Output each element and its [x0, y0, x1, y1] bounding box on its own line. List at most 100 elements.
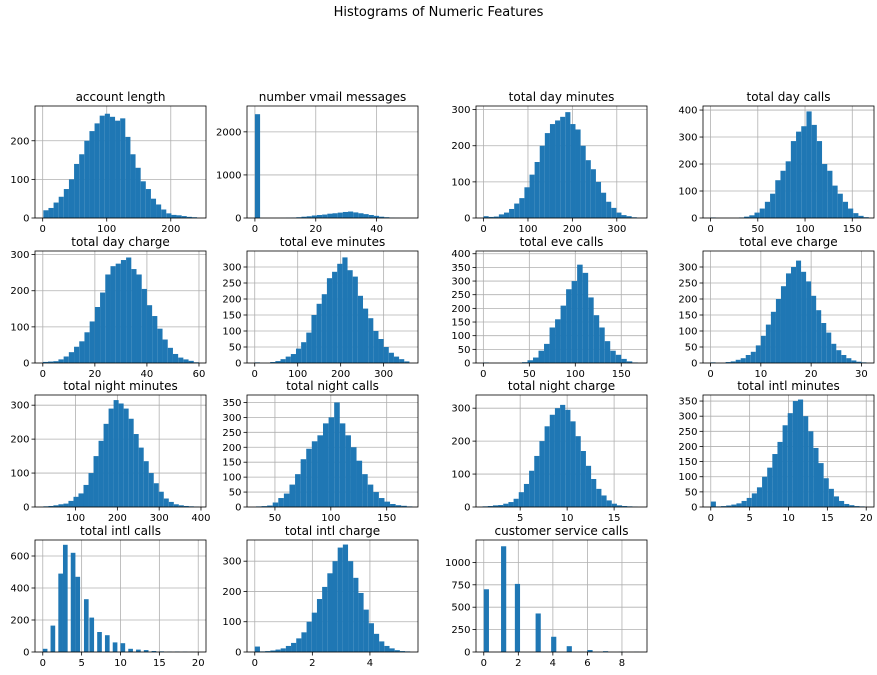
histogram-bar — [97, 632, 102, 652]
histogram-bar — [606, 500, 612, 507]
y-tick-label: 350 — [451, 263, 470, 274]
histogram-bar — [782, 425, 788, 507]
subplot-title: number vmail messages — [259, 90, 406, 104]
histogram-bar — [796, 260, 802, 363]
histogram-bar — [337, 547, 343, 652]
histogram-bar — [844, 503, 850, 507]
x-tick-label: 10 — [782, 513, 795, 524]
histogram-customer-service-calls: 0 2 4 6 8 0 250 500 750 1000 customer service call… — [445, 524, 648, 669]
x-tick-label: 8 — [619, 658, 625, 669]
histogram-bar — [555, 120, 561, 218]
x-tick-label: 5 — [746, 513, 752, 524]
histogram-bar — [63, 189, 69, 218]
x-tick-label: 10 — [754, 369, 767, 380]
histogram-bar — [851, 360, 857, 363]
histogram-bar — [551, 636, 557, 652]
histogram-bar — [529, 470, 535, 507]
y-tick-label: 250 — [451, 625, 470, 636]
histogram-bar — [118, 403, 124, 507]
y-tick-label: 250 — [678, 279, 697, 290]
histogram-bar — [399, 359, 405, 363]
histogram-bar — [493, 216, 499, 218]
histogram-bar — [327, 573, 333, 652]
histogram-bar — [334, 402, 340, 507]
histogram-total-night-charge: 5 10 15 0 100 200 300 total night charge — [451, 379, 648, 524]
histogram-bar — [362, 474, 368, 507]
y-tick-label: 200 — [678, 295, 697, 306]
axes-frame — [34, 105, 207, 219]
histogram-bar — [48, 505, 54, 507]
y-tick-label: 0 — [691, 503, 697, 514]
histogram-bar — [163, 498, 169, 507]
histogram-bar — [756, 487, 763, 507]
histogram-bar — [265, 651, 271, 652]
histogram-bar — [570, 124, 576, 218]
histogram-bar — [68, 352, 75, 363]
histogram-bar — [332, 213, 338, 218]
histogram-bar — [389, 648, 395, 652]
histogram-bar — [390, 504, 396, 507]
histogram-bar — [270, 362, 276, 363]
histogram-bar — [601, 192, 607, 218]
y-tick-label: 100 — [222, 327, 241, 338]
x-tick-label: 200 — [331, 369, 350, 380]
histogram-bar — [726, 505, 732, 507]
histogram-bar — [604, 341, 611, 363]
y-tick-label: 400 — [10, 584, 29, 595]
histogram-bar — [513, 498, 519, 507]
y-tick-label: 50 — [229, 343, 242, 354]
histogram-bar — [801, 271, 807, 363]
histogram-bar — [796, 131, 802, 218]
histogram-bar — [736, 503, 742, 507]
histogram-bar — [136, 649, 141, 652]
y-tick-label: 0 — [691, 214, 697, 225]
histogram-bar — [70, 552, 76, 652]
subplot-title: total eve calls — [520, 235, 604, 249]
histogram-bar — [311, 441, 318, 507]
x-tick-label: 0 — [708, 513, 714, 524]
y-tick-label: 750 — [451, 580, 470, 591]
y-tick-label: 400 — [678, 106, 697, 117]
histogram-bar — [270, 650, 276, 652]
y-tick-label: 0 — [235, 503, 241, 514]
histogram-bar — [527, 360, 533, 363]
histogram-bar — [267, 505, 273, 507]
y-tick-label: 0 — [235, 214, 241, 225]
histogram-bar — [373, 331, 379, 363]
histogram-total-day-minutes: 0 100 200 300 0 100 200 300 total day minutes — [451, 90, 648, 235]
histogram-bar — [580, 145, 586, 218]
histogram-bar — [539, 145, 545, 218]
y-tick-label: 0 — [464, 648, 470, 659]
y-tick-label: 500 — [451, 603, 470, 614]
axes-frame — [246, 105, 419, 219]
histogram-bar — [140, 181, 146, 218]
x-tick-label: 400 — [191, 513, 210, 524]
histogram-bar — [751, 493, 757, 507]
histogram-bar — [610, 350, 616, 363]
histogram-bar — [115, 120, 121, 218]
y-tick-label: 0 — [23, 359, 29, 370]
histogram-bar — [519, 198, 525, 218]
histogram-bar — [487, 506, 493, 507]
histogram-bar — [503, 212, 510, 218]
histogram-bar — [363, 308, 369, 363]
subplot-title: total eve minutes — [280, 235, 386, 249]
histogram-bar — [104, 635, 110, 652]
y-tick-label: 0 — [464, 214, 470, 225]
y-tick-label: 100 — [451, 331, 470, 342]
y-tick-label: 300 — [451, 105, 470, 116]
histogram-bar — [128, 418, 134, 507]
histogram-bar — [358, 592, 364, 652]
histogram-bar — [616, 212, 622, 218]
histogram-bar — [178, 505, 184, 507]
histogram-bar — [539, 441, 545, 507]
subplot-title: account length — [76, 90, 166, 104]
subplot-title: total night charge — [508, 379, 615, 393]
histogram-bar — [555, 319, 561, 363]
subplot-title: total day minutes — [509, 90, 615, 104]
bars — [43, 400, 199, 507]
histogram-bar — [741, 500, 747, 507]
histogram-bar — [322, 586, 328, 652]
histogram-bar — [863, 217, 869, 218]
bars — [710, 260, 867, 363]
